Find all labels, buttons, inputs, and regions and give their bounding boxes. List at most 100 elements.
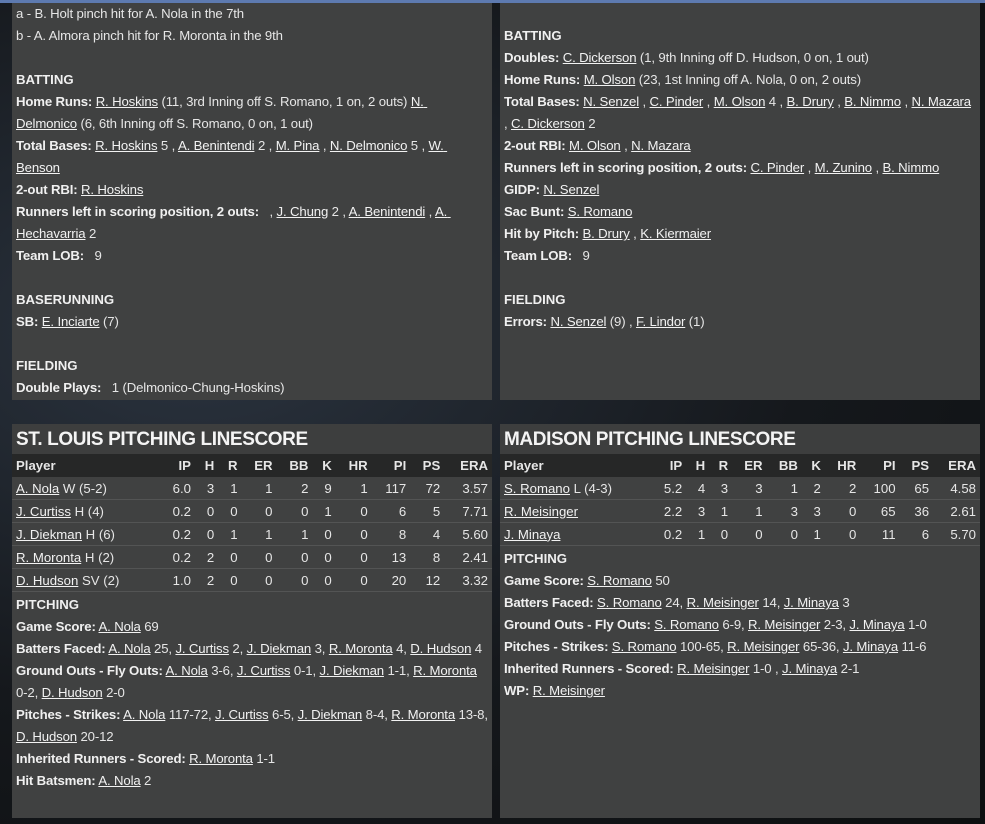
stat-cell: 0: [241, 545, 277, 569]
player-link[interactable]: A. Nola: [123, 707, 166, 722]
column-header[interactable]: K: [801, 454, 825, 477]
player-link[interactable]: R. Meisinger: [727, 639, 800, 654]
column-header[interactable]: HR: [335, 454, 372, 477]
player-link[interactable]: S. Romano: [597, 595, 662, 610]
player-link[interactable]: B. Drury: [582, 226, 630, 241]
stat-line: Inherited Runners - Scored: R. Moronta 1…: [16, 748, 488, 770]
column-header[interactable]: IP: [159, 454, 195, 477]
player-link[interactable]: A. Nola: [165, 663, 208, 678]
player-link[interactable]: M. Olson: [713, 94, 766, 109]
player-link[interactable]: B. Nimmo: [882, 160, 940, 175]
player-link[interactable]: D. Hudson: [41, 685, 103, 700]
player-link[interactable]: R. Moronta: [328, 641, 393, 656]
player-link[interactable]: J. Minaya: [504, 526, 561, 542]
column-header[interactable]: R: [709, 454, 733, 477]
player-link[interactable]: A. Nola: [98, 619, 141, 634]
player-link[interactable]: C. Dickerson: [511, 116, 585, 131]
player-link[interactable]: R. Meisinger: [748, 617, 821, 632]
player-link[interactable]: J. Minaya: [782, 661, 838, 676]
column-header[interactable]: PI: [860, 454, 900, 477]
column-header[interactable]: PS: [410, 454, 445, 477]
player-link[interactable]: J. Diekman: [246, 641, 312, 656]
column-header[interactable]: ER: [241, 454, 277, 477]
player-link[interactable]: N. Senzel: [543, 182, 600, 197]
player-link[interactable]: J. Chung: [276, 204, 329, 219]
column-header[interactable]: K: [312, 454, 336, 477]
player-link[interactable]: M. Zunino: [814, 160, 872, 175]
player-link[interactable]: S. Romano: [654, 617, 719, 632]
player-link[interactable]: R. Hoskins: [81, 182, 144, 197]
player-link[interactable]: J. Minaya: [849, 617, 905, 632]
column-header[interactable]: BB: [766, 454, 802, 477]
column-header[interactable]: H: [194, 454, 219, 477]
player-link[interactable]: R. Meisinger: [504, 503, 579, 519]
player-link[interactable]: C. Pinder: [750, 160, 805, 175]
player-link[interactable]: S. Romano: [567, 204, 633, 219]
player-link[interactable]: F. Lindor: [636, 314, 686, 329]
player-link[interactable]: R. Hoskins: [95, 138, 158, 153]
player-link[interactable]: J. Diekman: [16, 526, 82, 542]
player-link[interactable]: J. Minaya: [783, 595, 839, 610]
player-link[interactable]: R. Moronta: [16, 549, 82, 565]
player-link[interactable]: R. Moronta: [413, 663, 477, 678]
column-header[interactable]: ERA: [933, 454, 980, 477]
player-link[interactable]: R. Hoskins: [95, 94, 158, 109]
player-link[interactable]: D. Hudson: [410, 641, 472, 656]
player-link[interactable]: J. Minaya: [842, 639, 899, 654]
player-link[interactable]: A. Nola: [16, 480, 60, 496]
player-link[interactable]: R. Meisinger: [532, 683, 605, 698]
stat-cell: 11: [860, 522, 900, 546]
player-link[interactable]: E. Inciarte: [41, 314, 100, 329]
player-link[interactable]: A. Hechavarria: [16, 204, 451, 241]
player-link[interactable]: J. Diekman: [319, 663, 385, 678]
player-link[interactable]: J. Curtiss: [236, 663, 291, 678]
player-link[interactable]: D. Hudson: [16, 729, 77, 744]
column-header[interactable]: ER: [732, 454, 767, 477]
player-link[interactable]: C. Dickerson: [562, 50, 637, 65]
player-link[interactable]: S. Romano: [504, 480, 570, 496]
player-link[interactable]: B. Drury: [786, 94, 834, 109]
column-header[interactable]: R: [218, 454, 242, 477]
stat-text: 6-5,: [268, 707, 298, 722]
player-link[interactable]: B. Nimmo: [844, 94, 901, 109]
column-header[interactable]: Player: [500, 454, 652, 477]
player-link[interactable]: J. Curtiss: [215, 707, 269, 722]
column-header[interactable]: PI: [371, 454, 411, 477]
player-link[interactable]: R. Moronta: [189, 751, 253, 766]
player-link[interactable]: C. Pinder: [649, 94, 704, 109]
player-link[interactable]: J. Diekman: [297, 707, 363, 722]
player-link[interactable]: J. Curtiss: [16, 503, 71, 519]
player-link[interactable]: M. Olson: [569, 138, 621, 153]
player-link[interactable]: J. Curtiss: [175, 641, 229, 656]
player-link[interactable]: K. Kiermaier: [640, 226, 711, 241]
stat-text: 13-8,: [455, 707, 492, 722]
player-link[interactable]: M. Pina: [275, 138, 320, 153]
stat-line: Double Plays: 1 (Delmonico-Chung-Hoskins…: [16, 377, 488, 399]
player-link[interactable]: N. Senzel: [583, 94, 639, 109]
player-link[interactable]: A. Benintendi: [177, 138, 255, 153]
player-link[interactable]: R. Meisinger: [686, 595, 759, 610]
player-link[interactable]: W. Benson: [16, 138, 448, 175]
player-link[interactable]: S. Romano: [611, 639, 677, 654]
column-header[interactable]: PS: [899, 454, 934, 477]
player-link[interactable]: R. Moronta: [391, 707, 456, 722]
column-header[interactable]: HR: [824, 454, 861, 477]
player-link[interactable]: A. Nola: [98, 773, 141, 788]
player-link[interactable]: N. Delmonico: [16, 94, 428, 131]
player-link[interactable]: N. Mazara: [911, 94, 971, 109]
column-header[interactable]: H: [686, 454, 710, 477]
column-header[interactable]: ERA: [444, 454, 492, 477]
player-link[interactable]: D. Hudson: [16, 572, 79, 588]
player-link[interactable]: N. Senzel: [550, 314, 607, 329]
column-header[interactable]: Player: [12, 454, 160, 477]
player-link[interactable]: N. Delmonico: [329, 138, 408, 153]
player-link[interactable]: A. Benintendi: [348, 204, 426, 219]
player-link[interactable]: S. Romano: [587, 573, 652, 588]
player-link[interactable]: A. Nola: [108, 641, 151, 656]
column-header[interactable]: IP: [651, 454, 687, 477]
column-header[interactable]: BB: [276, 454, 313, 477]
player-link[interactable]: M. Olson: [583, 72, 636, 87]
player-link[interactable]: R. Meisinger: [677, 661, 750, 676]
stat-cell: 13: [371, 545, 411, 569]
player-link[interactable]: N. Mazara: [631, 138, 691, 153]
